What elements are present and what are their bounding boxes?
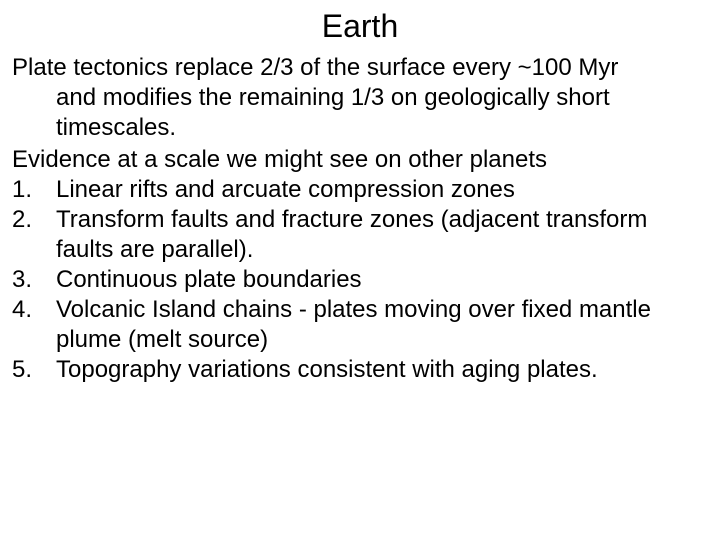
list-item-text: Linear rifts and arcuate compression zon… [56,175,708,205]
intro-line-3: timescales. [12,113,708,143]
intro-line-2: and modifies the remaining 1/3 on geolog… [12,83,708,113]
list-item: 5. Topography variations consistent with… [12,355,708,385]
evidence-heading: Evidence at a scale we might see on othe… [12,145,708,175]
list-marker: 5. [12,355,56,385]
intro-line-1: Plate tectonics replace 2/3 of the surfa… [12,54,618,81]
list-item: 4. Volcanic Island chains - plates movin… [12,295,708,355]
list-item-text: Volcanic Island chains - plates moving o… [56,295,708,355]
intro-paragraph: Plate tectonics replace 2/3 of the surfa… [12,53,708,143]
list-marker: 4. [12,295,56,355]
list-item: 1. Linear rifts and arcuate compression … [12,175,708,205]
list-marker: 1. [12,175,56,205]
evidence-list: 1. Linear rifts and arcuate compression … [12,175,708,385]
list-item-text: Transform faults and fracture zones (adj… [56,205,708,265]
list-marker: 2. [12,205,56,265]
slide-title: Earth [12,8,708,45]
list-marker: 3. [12,265,56,295]
slide: Earth Plate tectonics replace 2/3 of the… [0,0,720,540]
slide-body: Plate tectonics replace 2/3 of the surfa… [12,53,708,385]
list-item-text: Continuous plate boundaries [56,265,708,295]
list-item: 3. Continuous plate boundaries [12,265,708,295]
list-item: 2. Transform faults and fracture zones (… [12,205,708,265]
list-item-text: Topography variations consistent with ag… [56,355,708,385]
